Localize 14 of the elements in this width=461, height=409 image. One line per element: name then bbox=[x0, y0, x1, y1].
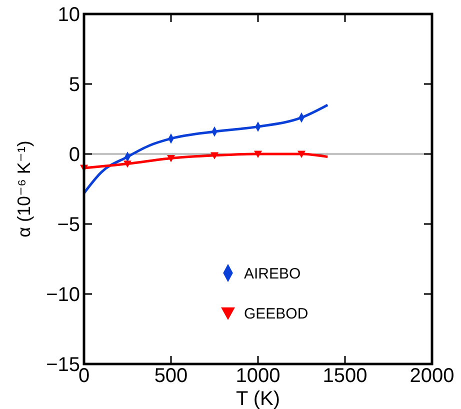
x-tick-label: 1000 bbox=[236, 365, 280, 387]
y-tick-label: 5 bbox=[68, 74, 80, 96]
x-tick-label: 500 bbox=[154, 365, 188, 387]
legend-label: AIREBO bbox=[244, 265, 301, 282]
y-tick-label: −15 bbox=[46, 354, 80, 376]
x-axis-title: T (K) bbox=[236, 388, 280, 409]
legend-label: GEEBOD bbox=[244, 305, 308, 322]
x-tick-label: 2000 bbox=[410, 365, 454, 387]
y-axis-title: α (10⁻⁶ K⁻¹) bbox=[14, 140, 34, 238]
y-tick-label: −5 bbox=[57, 214, 80, 236]
y-tick-label: 0 bbox=[68, 144, 80, 166]
y-tick-label: −10 bbox=[46, 284, 80, 306]
y-tick-label: 10 bbox=[58, 4, 80, 26]
x-tick-label: 1500 bbox=[322, 365, 368, 387]
